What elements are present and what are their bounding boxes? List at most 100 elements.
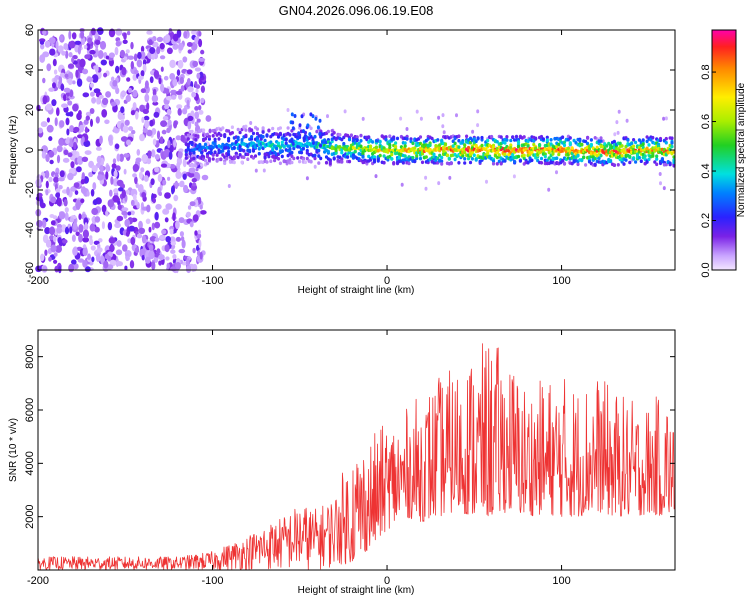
spectrogram-noise-cell: [512, 174, 516, 179]
spectrogram-noise-cell: [54, 117, 58, 127]
spectrogram-signal-cell: [302, 136, 306, 141]
spectrogram-noise-cell: [40, 43, 45, 50]
spectrogram-noise-cell: [88, 171, 94, 178]
spectrogram-signal-cell: [227, 152, 231, 157]
spectrogram-noise-cell: [73, 141, 77, 150]
spectrogram-noise-cell: [42, 77, 46, 84]
spectrogram-noise-cell: [39, 40, 45, 45]
spectrogram-noise-cell: [117, 204, 122, 211]
spectrogram-signal-cell: [532, 142, 536, 147]
spectrogram-signal-cell: [207, 158, 211, 162]
spectrogram-noise-cell: [146, 204, 151, 213]
spectrogram-noise-cell: [149, 119, 154, 127]
spectrogram-signal-cell: [655, 162, 659, 167]
spectrogram-noise-cell: [160, 66, 164, 72]
spectrogram-noise-cell: [167, 139, 171, 149]
spectrogram-noise-cell: [189, 221, 194, 228]
spectrogram-noise-cell: [175, 171, 182, 179]
spectrogram-noise-cell: [286, 108, 290, 112]
spectrogram-noise-cell: [117, 187, 124, 192]
spectrogram-x-tick-label: 0: [384, 275, 390, 287]
spectrogram-noise-cell: [160, 83, 165, 93]
spectrogram-noise-cell: [131, 129, 136, 135]
spectrogram-signal-cell: [207, 134, 211, 139]
spectrogram-noise-cell: [175, 90, 183, 95]
spectrogram-signal-cell: [670, 136, 674, 140]
spectrogram-signal-cell: [288, 133, 292, 137]
spectrogram-noise-cell: [82, 260, 88, 268]
spectrogram-noise-cell: [146, 158, 152, 165]
spectrogram-noise-cell: [601, 139, 605, 144]
spectrogram-noise-cell: [91, 256, 95, 263]
spectrogram-noise-cell: [117, 111, 124, 121]
spectrogram-signal-cell: [599, 153, 603, 158]
spectrogram-signal-cell: [490, 134, 494, 139]
spectrogram-noise-cell: [476, 109, 480, 114]
spectrogram-noise-cell: [547, 187, 551, 192]
spectrogram-noise-cell: [173, 139, 177, 148]
spectrogram-signal-cell: [200, 151, 204, 155]
spectrogram-noise-cell: [149, 47, 156, 54]
spectrogram-signal-cell: [589, 138, 594, 142]
spectrogram-signal-cell: [534, 146, 538, 151]
spectrogram-noise-cell: [90, 189, 95, 197]
spectrogram-noise-cell: [65, 138, 70, 145]
spectrogram-noise-cell: [91, 165, 98, 173]
spectrogram-noise-cell: [400, 182, 404, 187]
spectrogram-signal-cell: [641, 145, 645, 150]
spectrogram-noise-cell: [157, 173, 163, 183]
spectrogram-noise-cell: [151, 222, 155, 231]
spectrogram-signal-cell: [630, 141, 634, 146]
spectrogram-noise-cell: [159, 235, 166, 240]
spectrogram-signal-cell: [557, 152, 561, 157]
spectrogram-noise-cell: [114, 46, 119, 56]
spectrogram-signal-cell: [359, 144, 363, 149]
spectrogram-noise-cell: [72, 103, 79, 112]
spectrogram-signal-cell: [597, 156, 601, 160]
spectrogram-signal-cell: [484, 147, 488, 151]
spectrogram-noise-cell: [171, 185, 175, 195]
spectrogram-noise-cell: [136, 149, 141, 156]
spectrogram-signal-cell: [290, 139, 294, 143]
spectrogram-signal-cell: [516, 144, 521, 149]
spectrogram-signal-cell: [291, 126, 295, 131]
spectrogram-noise-cell: [167, 119, 172, 126]
spectrogram-noise-cell: [108, 135, 113, 144]
spectrogram-noise-cell: [176, 104, 183, 109]
spectrogram-signal-cell: [261, 134, 265, 139]
spectrogram-noise-cell: [95, 253, 101, 262]
spectrogram-signal-cell: [269, 140, 273, 144]
spectrogram-x-tick-label: -100: [202, 275, 224, 287]
spectrogram-noise-cell: [156, 46, 161, 55]
spectrogram-noise-cell: [142, 128, 148, 133]
spectrogram-noise-cell: [123, 56, 128, 61]
spectrogram-signal-cell: [315, 129, 319, 134]
spectrogram-signal-cell: [194, 131, 198, 135]
spectrogram-signal-cell: [612, 163, 617, 167]
spectrogram-signal-cell: [298, 123, 302, 128]
spectrogram-signal-cell: [297, 131, 301, 136]
spectrogram-signal-cell: [361, 155, 365, 159]
spectrogram-signal-cell: [451, 144, 455, 148]
spectrogram-noise-cell: [208, 128, 212, 134]
spectrogram-noise-cell: [64, 226, 70, 235]
spectrogram-signal-cell: [580, 158, 584, 163]
colorbar-tick-label: 0.0: [700, 262, 712, 277]
spectrogram-noise-cell: [160, 120, 168, 127]
spectrogram-signal-cell: [670, 144, 674, 149]
spectrogram-noise-cell: [115, 41, 122, 47]
spectrogram-noise-cell: [80, 179, 85, 185]
spectrogram-signal-cell: [463, 161, 467, 165]
spectrogram-noise-cell: [166, 108, 172, 116]
spectrogram-signal-cell: [584, 163, 588, 167]
spectrogram-noise-cell: [136, 233, 143, 239]
spectrogram-noise-cell: [326, 114, 329, 119]
spectrogram-signal-cell: [495, 140, 499, 144]
spectrogram-signal-cell: [388, 143, 392, 147]
spectrogram-signal-cell: [632, 144, 636, 149]
spectrogram-signal-cell: [566, 146, 571, 151]
spectrogram-noise-cell: [107, 199, 115, 208]
spectrogram-signal-cell: [401, 161, 405, 165]
spectrogram-signal-cell: [543, 154, 547, 159]
spectrogram-noise-cell: [58, 139, 64, 145]
